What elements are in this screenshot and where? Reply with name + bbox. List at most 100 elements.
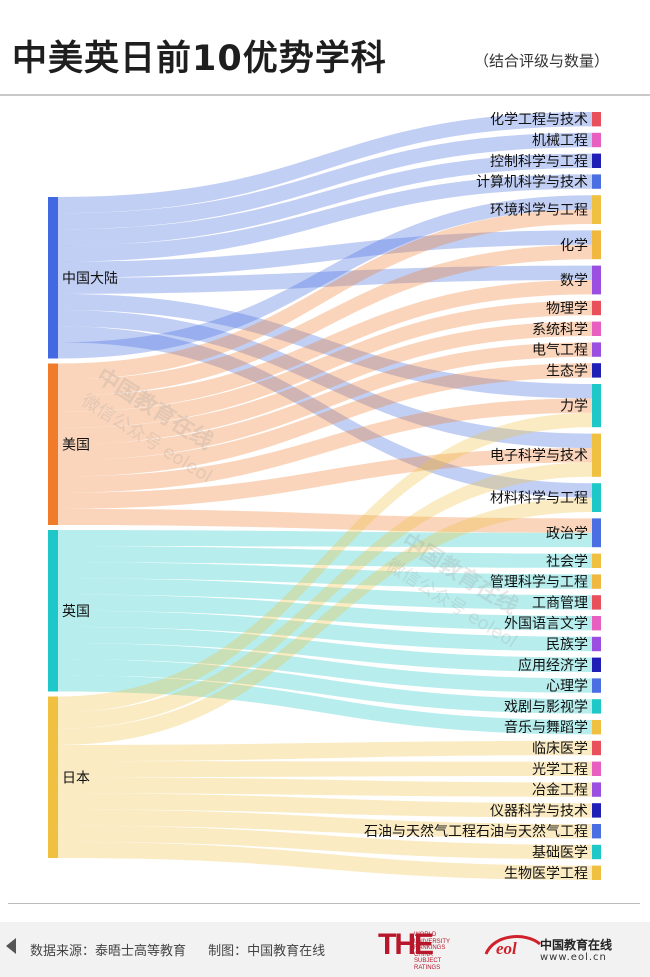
the-logo-letters: THE [378,928,434,961]
sankey-link [58,412,592,713]
target-node [592,132,601,148]
eol-logo-text: eol [496,939,517,958]
target-label: 工商管理 [532,595,588,611]
eol-site-url: www.eol.cn [540,952,607,963]
target-label: 民族学 [546,637,588,653]
the-logo-small-text: WORLD UNIVERSITY RANKINGS CHINA SUBJECT … [414,932,450,971]
target-label: 石油与天然气工程石油与天然气工程 [364,823,588,840]
target-label: 机械工程 [532,133,588,149]
target-label: 控制科学与工程 [490,154,588,170]
made-by: 制图：中国教育在线 [208,944,326,959]
target-label: 环境科学与工程 [490,203,588,219]
source-label: 美国 [62,437,90,453]
page-title: 中美英日前10优势学科 [12,39,387,79]
triangle-icon [6,938,16,954]
target-label: 化学工程与技术 [490,112,588,128]
target-node [592,433,601,477]
sankey-link [58,153,592,246]
sankey-link [58,265,592,294]
target-node [592,699,601,714]
target-label: 仪器科学与技术 [490,803,588,819]
target-node [592,720,601,735]
sankey-link [58,841,592,880]
target-label: 心理学 [546,679,588,695]
target-node [592,616,601,631]
sankey-link [58,809,592,839]
target-label: 光学工程 [532,762,588,778]
source-node [48,197,58,359]
source-node [48,363,58,525]
sankey-link [58,740,592,762]
page-subtitle: （结合评级与数量） [474,52,610,70]
sankey-link [58,777,592,797]
footer-divider [8,903,640,904]
target-label: 冶金工程 [532,783,588,799]
sankey-link [58,825,592,860]
target-node [592,844,601,860]
sankey-link [58,230,592,278]
source-node [48,696,58,858]
target-node [592,321,601,336]
target-node [592,574,601,589]
sankey-link [58,321,592,445]
target-label: 化学 [560,238,588,254]
sankey-link [58,112,592,214]
sankey-links [58,112,592,880]
sankey-link [58,448,592,509]
data-source: 数据来源：泰晤士高等教育 [30,944,187,959]
target-label: 生态学 [546,363,588,379]
sankey-link [58,342,592,461]
target-label: 临床医学 [532,741,588,757]
sankey-link [58,244,592,396]
sankey-link [58,300,592,429]
target-node [592,761,601,776]
sankey-link [58,610,592,652]
target-label: 系统科学 [532,322,588,338]
sankey-link [58,546,592,568]
target-label: 物理学 [546,301,588,317]
sankey-link [58,793,592,818]
sankey-link [58,280,592,412]
target-label: 应用经济学 [518,657,588,674]
target-label: 管理科学与工程 [490,575,588,591]
target-label: 戏剧与影视学 [504,699,588,715]
target-label: 外国语言文学 [504,616,588,632]
sankey-link [58,462,592,729]
target-node [592,636,601,652]
target-node [592,740,601,756]
source-node [48,530,58,692]
target-node [592,865,601,880]
target-label: 数学 [560,273,588,289]
target-label: 生物医学工程 [504,866,588,882]
target-node [592,195,601,224]
target-label: 计算机科学与技术 [476,175,588,191]
sankey-link [58,310,592,448]
eol-site-name: 中国教育在线 [540,938,613,952]
sankey-link [58,508,592,533]
sankey-link [58,174,592,262]
sankey-link [58,209,592,380]
target-node [592,174,601,189]
target-node [592,112,601,127]
header-divider [0,94,650,96]
source-label: 中国大陆 [62,271,118,287]
target-node [592,300,601,316]
target-label: 政治学 [546,526,588,542]
target-node [592,265,601,295]
target-label: 社会学 [546,554,588,570]
sankey-link [58,578,592,610]
source-label: 英国 [62,603,90,620]
target-label: 电子科学与技术 [490,448,588,464]
sankey-link [58,626,592,672]
the-logo: THE WORLD UNIVERSITY RANKINGS CHINA SUBJ… [378,928,450,971]
target-node [592,595,601,610]
sankey-link [58,497,592,745]
target-node [592,230,601,260]
sankey-link [58,326,592,498]
sankey-link [58,363,592,477]
sankey-link [58,643,592,693]
footer-bar [0,922,650,977]
target-label: 材料科学与工程 [490,491,588,507]
